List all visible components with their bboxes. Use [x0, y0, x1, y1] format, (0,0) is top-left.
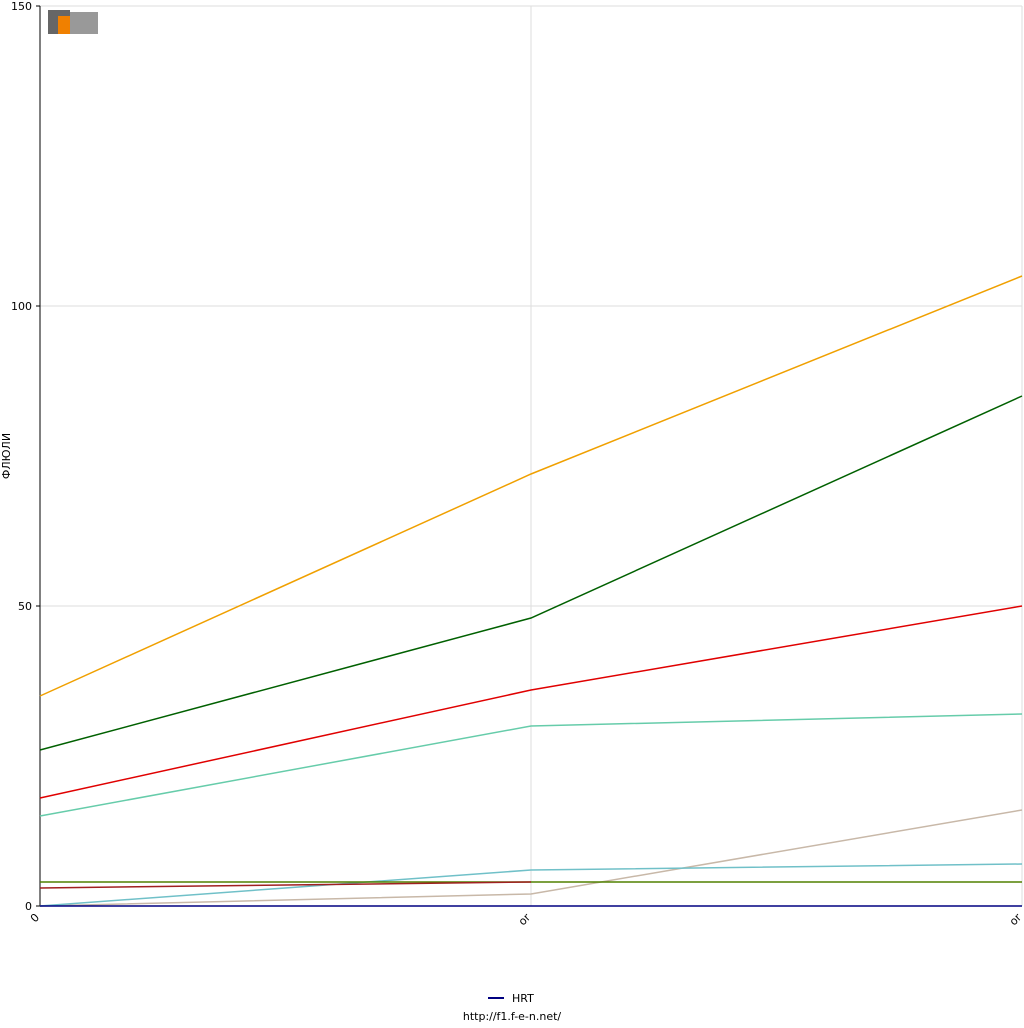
series-line: [39, 605, 1023, 799]
x-tick-label: or: [1007, 911, 1024, 928]
legend-label: HRT: [512, 992, 534, 1005]
y-axis-label: ФЛЮЛИ: [0, 433, 13, 479]
series-line: [39, 809, 1023, 907]
y-tick-label: 150: [11, 0, 32, 13]
y-tick-label: 0: [25, 900, 32, 913]
logo: [48, 10, 98, 34]
series-line: [39, 863, 1023, 907]
y-tick-label: 100: [11, 300, 32, 313]
series-line: [39, 713, 1023, 817]
x-tick-label: or: [516, 911, 533, 928]
series-line: [39, 395, 1023, 751]
footer: http://f1.f-e-n.net/: [463, 1010, 562, 1023]
series-line: [39, 275, 1023, 697]
y-tick-label: 50: [18, 600, 32, 613]
x-tick-label: 0: [28, 911, 42, 925]
series-line: [39, 881, 532, 889]
